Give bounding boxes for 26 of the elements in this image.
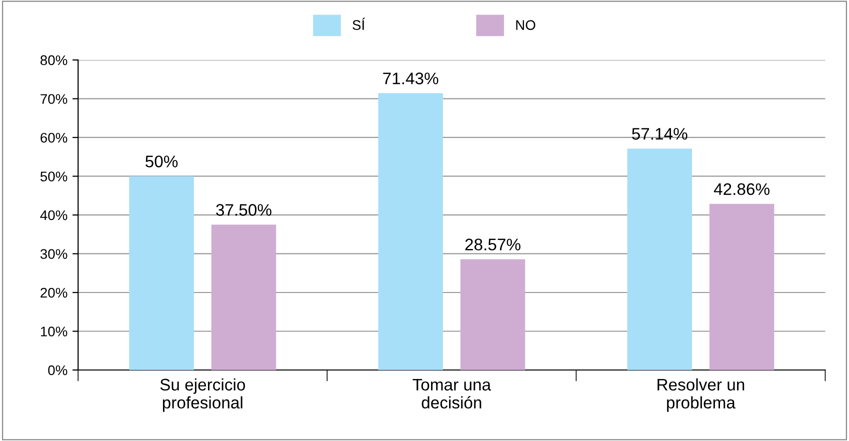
legend-label: NO <box>516 20 536 30</box>
data-label: 50% <box>146 156 178 168</box>
data-label: 37.50% <box>216 204 272 216</box>
x-tick-label: Tomar una decisión <box>412 378 492 409</box>
y-tick-label: 80% <box>40 55 68 66</box>
bar <box>378 93 443 370</box>
data-label: 28.57% <box>465 238 520 250</box>
x-tick-label: Su ejercicio profesional <box>160 378 246 412</box>
x-tick-label: Resolver un problema <box>658 378 744 412</box>
data-label: 71.43% <box>383 72 438 84</box>
bar <box>211 224 276 370</box>
y-tick-label: 20% <box>40 288 68 298</box>
bar <box>460 259 526 370</box>
data-label: 42.86% <box>714 183 770 196</box>
y-tick-label: 0% <box>48 365 68 376</box>
y-tick-label: 60% <box>40 132 68 143</box>
legend-label: SÍ <box>352 18 366 30</box>
y-tick-label: 50% <box>40 172 68 182</box>
y-tick-label: 40% <box>40 210 68 220</box>
y-tick-label: 70% <box>40 94 68 104</box>
bar <box>627 148 692 370</box>
bar <box>129 176 194 370</box>
data-label: 57.14% <box>632 128 688 140</box>
bar <box>709 204 774 370</box>
y-tick-label: 10% <box>40 326 68 336</box>
y-tick-label: 30% <box>40 249 68 259</box>
